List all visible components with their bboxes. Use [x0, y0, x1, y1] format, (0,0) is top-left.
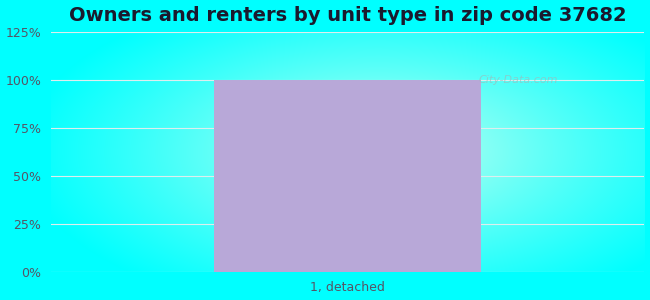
Bar	[214, 80, 481, 272]
Text: City-Data.com: City-Data.com	[478, 75, 558, 85]
Title: Owners and renters by unit type in zip code 37682: Owners and renters by unit type in zip c…	[69, 6, 627, 25]
